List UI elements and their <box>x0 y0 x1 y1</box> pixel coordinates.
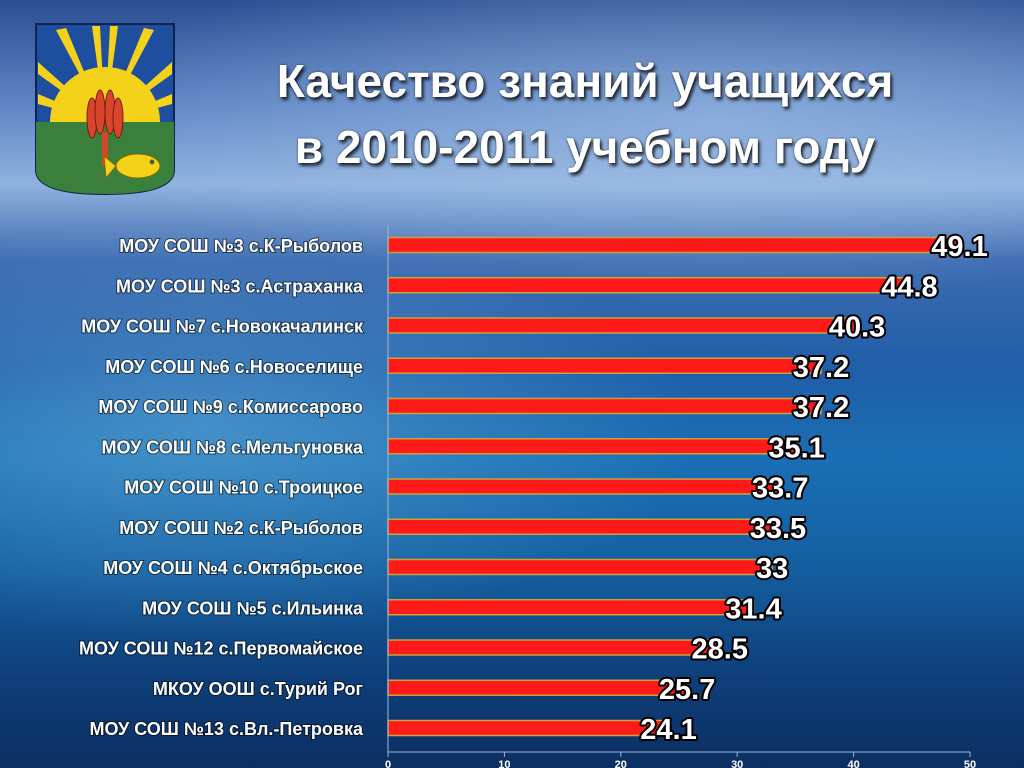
x-tick-label: 50 <box>964 759 976 768</box>
data-label: 33.7 <box>752 473 808 505</box>
page-title: Качество знаний учащихся в 2010-2011 уче… <box>180 48 990 180</box>
category-label: МОУ СОШ №9 с.Комиссарово <box>98 397 363 417</box>
bar <box>387 438 798 455</box>
data-label: 24.1 <box>640 714 696 746</box>
data-label: 40.3 <box>829 312 885 344</box>
bar <box>387 236 961 254</box>
data-label: 31.4 <box>725 593 781 625</box>
title-line-1: Качество знаний учащихся <box>276 55 894 107</box>
bar <box>387 558 773 576</box>
bar <box>387 518 779 535</box>
title-line-2: в 2010-2011 учебном году <box>294 121 876 173</box>
data-label: 35.1 <box>768 432 824 464</box>
category-label: МОУ СОШ №6 с.Новоселище <box>105 357 363 377</box>
category-label: МОУ СОШ №3 с.К-Рыболов <box>119 236 363 256</box>
category-label: МОУ СОШ №2 с.К-Рыболов <box>119 518 363 538</box>
category-label: МОУ СОШ №5 с.Ильинка <box>142 598 364 618</box>
data-label: 44.8 <box>881 271 937 303</box>
data-label: 37.2 <box>793 352 849 384</box>
bar <box>387 317 858 334</box>
category-label: МОУ СОШ №12 с.Первомайское <box>79 639 363 659</box>
data-label: 49.1 <box>931 231 987 263</box>
bar <box>387 639 721 656</box>
x-tick-label: 0 <box>385 759 391 768</box>
category-label: МОУ СОШ №8 с.Мельгуновка <box>102 437 364 457</box>
category-label: МОУ СОШ №7 с.Новокачалинск <box>81 317 364 337</box>
bar <box>387 719 670 737</box>
category-label: МОУ СОШ №3 с.Астраханка <box>116 276 364 296</box>
bar <box>387 478 782 495</box>
data-label: 37.2 <box>793 392 849 424</box>
data-label: 28.5 <box>692 634 748 666</box>
bar <box>387 599 755 616</box>
data-label: 33.5 <box>750 513 806 545</box>
bar <box>387 277 911 294</box>
data-label: 25.7 <box>659 674 715 706</box>
bar <box>387 679 688 696</box>
x-tick-label: 40 <box>847 759 859 768</box>
category-label: МКОУ ООШ с.Турий Рог <box>153 679 364 699</box>
bar <box>387 397 822 415</box>
x-tick-label: 20 <box>615 759 627 768</box>
bar <box>387 357 822 374</box>
category-label: МОУ СОШ №13 с.Вл.-Петровка <box>89 719 364 739</box>
x-tick-label: 10 <box>498 759 510 768</box>
district-coat-of-arms-icon <box>35 23 175 196</box>
x-tick-label: 30 <box>731 759 743 768</box>
data-label: 33 <box>756 553 788 585</box>
category-label: МОУ СОШ №4 с.Октябрьское <box>103 558 363 578</box>
category-label: МОУ СОШ №10 с.Троицкое <box>124 478 363 498</box>
